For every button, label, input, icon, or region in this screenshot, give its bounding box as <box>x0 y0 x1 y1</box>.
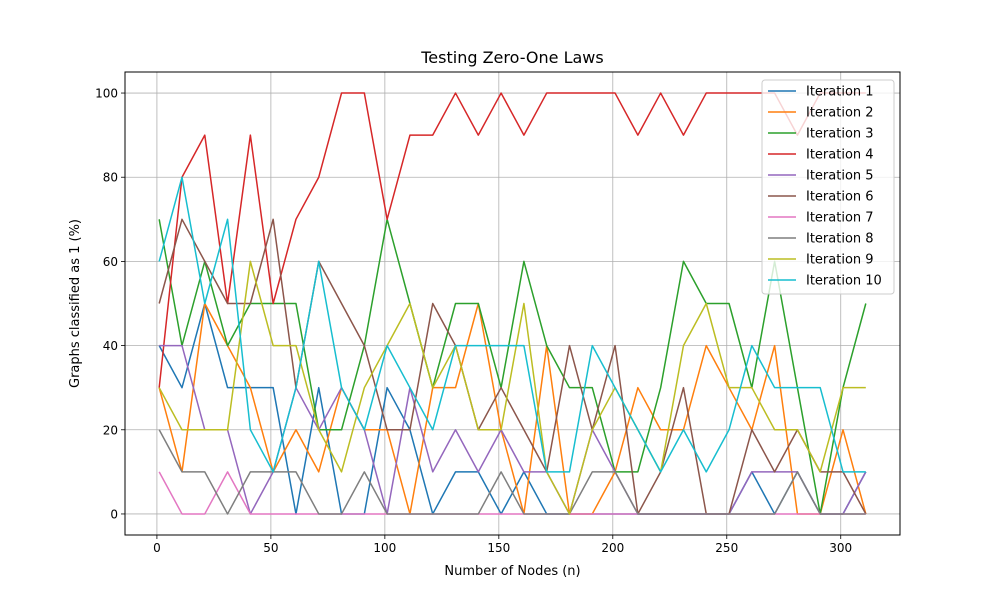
x-tick-label: 0 <box>153 541 161 555</box>
y-tick-label: 80 <box>103 171 118 185</box>
y-tick-label: 20 <box>103 423 118 437</box>
y-tick-label: 40 <box>103 339 118 353</box>
legend-label: Iteration 4 <box>806 148 874 163</box>
series-line-iteration-4 <box>158 92 866 388</box>
legend-label: Iteration 2 <box>806 106 874 121</box>
series-line-iteration-6 <box>158 218 867 515</box>
legend-label: Iteration 7 <box>806 211 874 226</box>
chart-title: Testing Zero-One Laws <box>420 48 603 67</box>
y-tick-label: 60 <box>103 255 118 269</box>
plot-frame <box>124 71 901 536</box>
legend-label: Iteration 10 <box>806 274 882 289</box>
x-tick-label: 150 <box>487 541 510 555</box>
y-axis-label: Graphs classified as 1 (%) <box>68 219 83 388</box>
legend-label: Iteration 3 <box>806 127 874 142</box>
x-axis-label: Number of Nodes (n) <box>444 564 580 579</box>
series-line-iteration-10 <box>158 176 866 473</box>
series-line-iteration-3 <box>158 218 867 515</box>
series-line-iteration-2 <box>158 302 867 515</box>
x-tick-label: 300 <box>829 541 852 555</box>
x-tick-label: 200 <box>601 541 624 555</box>
y-tick-label: 0 <box>110 507 118 521</box>
x-tick-label: 50 <box>263 541 278 555</box>
axis-ticks: 0 50 100 150 200 250 300 0 20 40 60 80 100 <box>95 87 852 555</box>
legend-label: Iteration 1 <box>806 85 874 100</box>
legend-label: Iteration 9 <box>806 253 874 268</box>
series-layer <box>158 92 867 515</box>
series-line-iteration-8 <box>158 429 866 515</box>
legend: Iteration 1 Iteration 2 Iteration 3 Iterati… <box>761 79 895 295</box>
x-tick-label: 100 <box>373 541 396 555</box>
legend-label: Iteration 5 <box>806 169 874 184</box>
x-tick-label: 250 <box>715 541 738 555</box>
legend-label: Iteration 8 <box>806 232 874 247</box>
y-tick-label: 100 <box>95 87 118 101</box>
legend-label: Iteration 6 <box>806 190 874 205</box>
series-line-iteration-9 <box>158 260 866 515</box>
